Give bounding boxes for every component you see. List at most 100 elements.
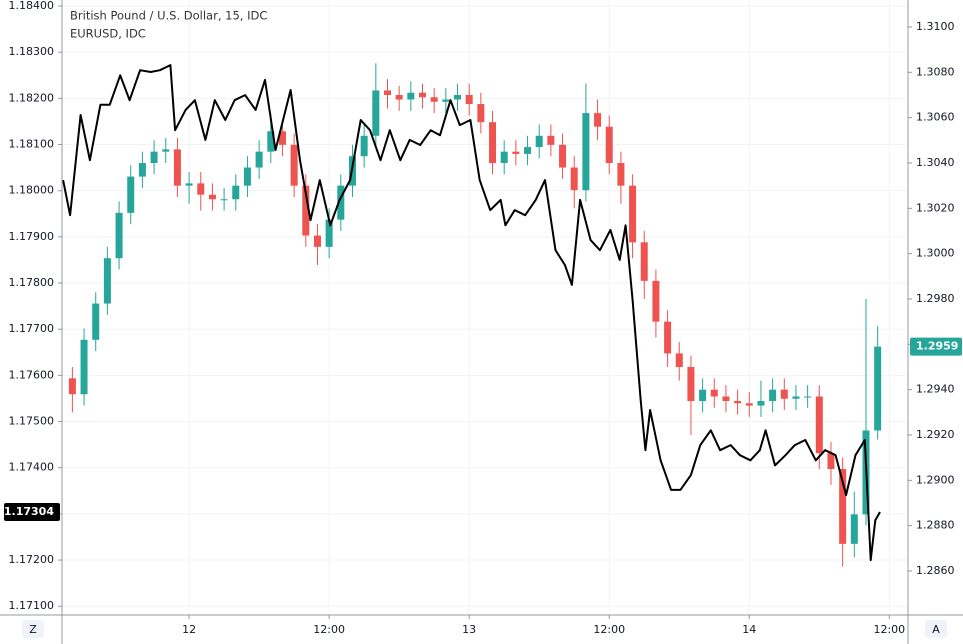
candle-body bbox=[103, 258, 111, 304]
candle-body bbox=[792, 396, 800, 399]
candle-body bbox=[640, 242, 648, 281]
y-tick-label: 1.18200 bbox=[9, 91, 55, 104]
candle-body bbox=[337, 185, 345, 220]
candle-body bbox=[407, 92, 415, 100]
scale-button-label[interactable]: Z bbox=[29, 623, 37, 636]
candle-body bbox=[360, 135, 368, 157]
candle-body bbox=[582, 113, 590, 191]
candle-body bbox=[255, 151, 263, 168]
candle-body bbox=[290, 144, 298, 186]
candle-body bbox=[664, 321, 672, 354]
candle-body bbox=[500, 151, 508, 163]
candle-body bbox=[465, 94, 473, 105]
x-tick-label: 12:00 bbox=[313, 623, 345, 636]
y-tick-label: 1.17100 bbox=[9, 599, 55, 612]
candle-body bbox=[208, 194, 216, 200]
x-tick-label: 12:00 bbox=[593, 623, 625, 636]
scale-button[interactable] bbox=[22, 620, 44, 638]
price-tag bbox=[910, 337, 962, 356]
x-tick-label: 12:00 bbox=[873, 623, 905, 636]
y2-tick-label: 1.3000 bbox=[916, 247, 955, 260]
candle-body bbox=[162, 149, 170, 152]
candle-body bbox=[442, 99, 450, 102]
y2-tick-label: 1.3080 bbox=[916, 65, 955, 78]
y2-tick-label: 1.2900 bbox=[916, 473, 955, 486]
x-tick-label: 13 bbox=[462, 623, 476, 636]
auto-button-label[interactable]: A bbox=[932, 623, 940, 636]
candle-body bbox=[804, 396, 812, 398]
y-tick-label: 1.17800 bbox=[9, 276, 55, 289]
y-tick-label: 1.17600 bbox=[9, 368, 55, 381]
candle-body bbox=[815, 396, 823, 454]
candle-body bbox=[325, 219, 333, 247]
candle-body bbox=[710, 389, 718, 397]
candle-body bbox=[874, 346, 882, 431]
y2-tick-label: 1.3100 bbox=[916, 20, 955, 33]
axes: 1.171001.172001.173001.174001.175001.176… bbox=[4, 0, 962, 636]
candle-body bbox=[547, 135, 555, 145]
candle-body bbox=[92, 303, 100, 340]
candle-body bbox=[675, 353, 683, 368]
candle-body bbox=[197, 183, 205, 195]
candle-body bbox=[313, 235, 321, 247]
candle-body bbox=[757, 401, 765, 406]
candle-body bbox=[302, 185, 310, 236]
candle-body bbox=[395, 94, 403, 100]
candle-body bbox=[652, 280, 660, 322]
candle-body bbox=[138, 162, 146, 177]
price-tag bbox=[4, 503, 60, 522]
price-tag-label: 1.2959 bbox=[916, 340, 958, 353]
candle-body bbox=[629, 185, 637, 243]
candle-body bbox=[454, 94, 462, 100]
y2-tick-label: 1.3040 bbox=[916, 156, 955, 169]
y-tick-label: 1.17200 bbox=[9, 553, 55, 566]
candle-body bbox=[80, 339, 88, 395]
candle-body bbox=[734, 401, 742, 404]
candle-body bbox=[150, 151, 158, 163]
x-tick-label: 14 bbox=[742, 623, 756, 636]
candle-body bbox=[687, 367, 695, 402]
candle-body bbox=[850, 514, 858, 544]
candle-body bbox=[524, 147, 532, 154]
candle-body bbox=[115, 212, 123, 259]
candle-body bbox=[127, 176, 135, 213]
candle-body bbox=[278, 131, 286, 145]
candle-body bbox=[699, 389, 707, 402]
y-tick-label: 1.17900 bbox=[9, 230, 55, 243]
candle-body bbox=[769, 389, 777, 402]
legend-title: British Pound / U.S. Dollar, 15, IDC bbox=[70, 9, 267, 23]
legend-entry: EURUSD, IDC bbox=[70, 27, 146, 41]
candle-body bbox=[722, 396, 730, 402]
candle-body bbox=[535, 135, 543, 148]
candle-body bbox=[617, 162, 625, 186]
x-tick-label: 12 bbox=[182, 623, 196, 636]
y2-tick-label: 1.2940 bbox=[916, 383, 955, 396]
candle-body bbox=[419, 92, 427, 98]
plot bbox=[62, 63, 882, 567]
price-tag-label: 1.17304 bbox=[4, 505, 54, 518]
auto-button[interactable] bbox=[925, 620, 947, 638]
y-tick-label: 1.18400 bbox=[9, 0, 55, 12]
candle-body bbox=[232, 185, 240, 200]
candle-body bbox=[430, 97, 438, 102]
candle-body bbox=[745, 403, 753, 406]
candle-body bbox=[780, 389, 788, 399]
y-tick-label: 1.18300 bbox=[9, 45, 55, 58]
candle-body bbox=[243, 167, 251, 186]
y2-tick-label: 1.2980 bbox=[916, 292, 955, 305]
y2-tick-label: 1.2920 bbox=[916, 428, 955, 441]
candle-body bbox=[839, 469, 847, 544]
candle-body bbox=[477, 104, 485, 123]
candle-body bbox=[267, 131, 275, 152]
candle-body bbox=[173, 149, 181, 186]
y2-tick-label: 1.3020 bbox=[916, 201, 955, 214]
candle-body bbox=[605, 126, 613, 163]
y2-tick-label: 1.2860 bbox=[916, 564, 955, 577]
candle-body bbox=[827, 453, 835, 470]
candle-body bbox=[383, 90, 391, 95]
y2-tick-label: 1.3060 bbox=[916, 111, 955, 124]
candle-body bbox=[372, 90, 380, 136]
y2-tick-label: 1.2880 bbox=[916, 519, 955, 532]
